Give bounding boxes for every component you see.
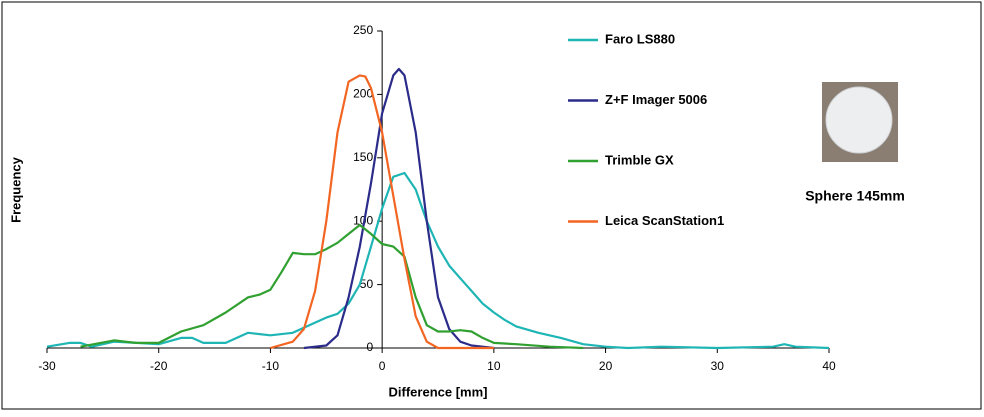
legend-label: Z+F Imager 5006 [605,92,707,107]
x-tick-label: -10 [262,359,280,373]
frame [1,1,982,410]
x-tick-label: 30 [711,359,725,373]
y-tick-label: 0 [366,340,373,354]
legend-label: Leica ScanStation1 [605,213,724,228]
x-tick-label: 10 [487,359,501,373]
y-tick-label: 100 [353,213,373,227]
series-line [270,74,494,350]
y-tick-label: 200 [353,87,373,101]
x-tick-label: -20 [150,359,168,373]
series-line [303,67,495,350]
y-tick-label: 150 [353,150,373,164]
x-tick-label: 40 [822,359,836,373]
sphere-photo [822,82,898,162]
x-axis-label: Difference [mm] [389,384,488,399]
series-line [46,171,830,350]
y-tick-label: 50 [360,277,374,291]
y-tick-label: 250 [353,23,373,37]
x-tick-label: 20 [599,359,613,373]
x-tick-label: -30 [38,359,56,373]
legend-label: Faro LS880 [605,31,675,46]
series-line [80,223,584,350]
legend-label: Trimble GX [605,152,674,167]
sphere [825,86,893,154]
y-axis-label: Frequency [8,156,23,223]
x-tick-label: 0 [379,359,386,373]
annotation: Sphere 145mm [805,188,905,204]
